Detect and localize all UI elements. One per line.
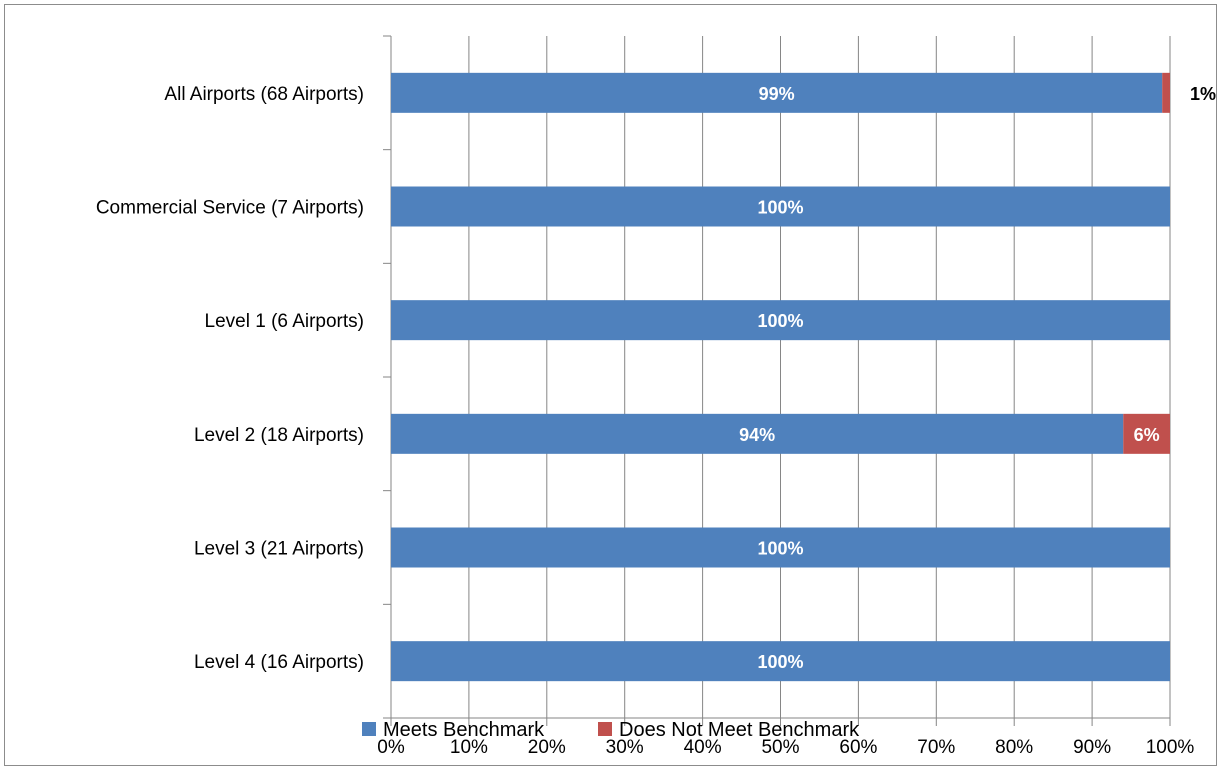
x-tick-label: 30% <box>606 737 644 758</box>
category-label: Commercial Service (7 Airports) <box>96 198 364 219</box>
bar-meets-benchmark <box>391 641 1170 682</box>
bar-meets-benchmark <box>391 413 1124 454</box>
x-tick-label: 100% <box>1146 737 1195 758</box>
data-label-meets-benchmark: 100% <box>757 652 803 672</box>
data-label-meets-benchmark: 94% <box>739 425 775 445</box>
legend-label: Does Not Meet Benchmark <box>619 719 860 741</box>
data-label-does-not-meet-benchmark: 1% <box>1190 84 1216 104</box>
chart-frame <box>4 4 1217 766</box>
bar-meets-benchmark <box>391 72 1163 113</box>
x-tick-label: 80% <box>995 737 1033 758</box>
x-tick-label: 10% <box>450 737 488 758</box>
x-tick-label: 90% <box>1073 737 1111 758</box>
data-label-meets-benchmark: 100% <box>757 311 803 331</box>
data-label-meets-benchmark: 100% <box>757 539 803 559</box>
x-tick-label: 20% <box>528 737 566 758</box>
category-label: Level 2 (18 Airports) <box>194 425 364 446</box>
category-label: Level 3 (21 Airports) <box>194 539 364 560</box>
legend-swatch <box>598 722 612 736</box>
bar-does-not-meet-benchmark <box>1162 72 1170 113</box>
category-label: Level 1 (6 Airports) <box>205 311 364 332</box>
data-label-does-not-meet-benchmark: 6% <box>1134 425 1160 445</box>
data-label-meets-benchmark: 100% <box>757 198 803 218</box>
legend-item-meets-benchmark: Meets Benchmark <box>362 719 545 741</box>
x-tick-label: 60% <box>839 737 877 758</box>
legend-item-does-not-meet-benchmark: Does Not Meet Benchmark <box>598 719 860 741</box>
data-label-meets-benchmark: 99% <box>759 84 795 104</box>
bar-meets-benchmark <box>391 300 1170 341</box>
x-tick-label: 40% <box>684 737 722 758</box>
bar-meets-benchmark <box>391 186 1170 227</box>
legend-swatch <box>362 722 376 736</box>
x-tick-label: 0% <box>377 737 405 758</box>
category-label: All Airports (68 Airports) <box>164 84 364 105</box>
bar-meets-benchmark <box>391 527 1170 568</box>
x-tick-label: 50% <box>761 737 799 758</box>
category-label: Level 4 (16 Airports) <box>194 652 364 673</box>
bar-does-not-meet-benchmark <box>1123 413 1170 454</box>
x-tick-label: 70% <box>917 737 955 758</box>
legend-label: Meets Benchmark <box>383 719 545 741</box>
